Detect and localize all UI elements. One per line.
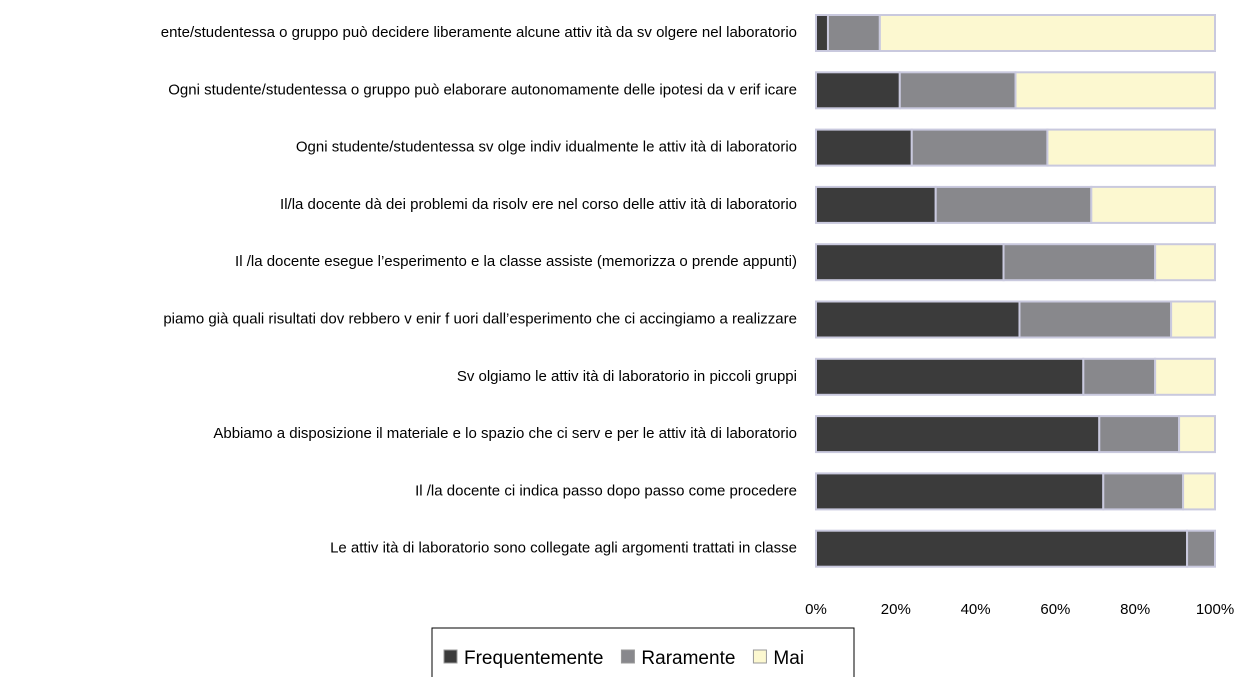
bar-segment: [1098, 415, 1181, 454]
bar-segment: [815, 529, 1189, 568]
bar-segment: [1154, 357, 1217, 396]
x-tick-label: 60%: [1040, 601, 1070, 618]
legend-swatch: [443, 649, 458, 664]
bar-segment: [1090, 185, 1217, 224]
category-label: ente/studentessa o gruppo può decidere l…: [161, 24, 797, 41]
x-tick-label: 20%: [881, 601, 911, 618]
bar-segment: [815, 472, 1105, 511]
legend-label: Mai: [773, 648, 804, 669]
legend: Frequentemente Raramente Mai: [431, 627, 855, 677]
bar-segment: [1002, 243, 1157, 282]
bar-segment: [1178, 415, 1216, 454]
bar-segment: [1182, 472, 1216, 511]
bar-segment: [815, 357, 1085, 396]
bar-segment: [878, 14, 1217, 52]
category-label: Il /la docente ci indica passo dopo pass…: [415, 482, 797, 499]
bar-segment: [826, 14, 881, 52]
x-tick-label: 80%: [1120, 601, 1150, 618]
bar-segment: [898, 71, 1017, 110]
bar-segment: [1082, 357, 1157, 396]
legend-swatch: [752, 649, 767, 664]
legend-box: [431, 627, 855, 677]
category-label: Ogni studente/studentessa o gruppo può e…: [168, 81, 797, 98]
bar-segment: [1014, 71, 1216, 110]
legend-label: Raramente: [641, 648, 735, 669]
bar-segment: [1186, 529, 1216, 568]
bar-segment: [815, 185, 937, 224]
bar-segment: [815, 71, 901, 110]
category-label: Il/la docente dà dei problemi da risolv …: [280, 196, 797, 213]
legend-swatch: [620, 649, 635, 664]
bar-segment: [934, 185, 1093, 224]
category-label: Il /la docente esegue l’esperimento e la…: [235, 253, 797, 270]
x-tick-label: 0%: [805, 601, 827, 618]
bar-segment: [1154, 243, 1217, 282]
bar-segment: [815, 128, 913, 167]
x-tick-label: 40%: [961, 601, 991, 618]
bar-segment: [1046, 128, 1217, 167]
bar-segment: [815, 300, 1021, 339]
bar-segment: [1170, 300, 1216, 339]
bar-segment: [815, 415, 1101, 454]
category-label: Le attiv ità di laboratorio sono collega…: [330, 540, 797, 557]
bar-segment: [1018, 300, 1173, 339]
category-label: Sv olgiamo le attiv ità di laboratorio i…: [457, 368, 797, 385]
bar-segment: [1102, 472, 1185, 511]
bar-segment: [815, 14, 829, 52]
category-label: piamo già quali risultati dov rebbero v …: [163, 310, 797, 327]
bar-segment: [815, 243, 1005, 282]
legend-label: Frequentemente: [464, 648, 603, 669]
category-label: Ogni studente/studentessa sv olge indiv …: [296, 139, 797, 156]
bar-segment: [910, 128, 1049, 167]
category-label: Abbiamo a disposizione il materiale e lo…: [213, 425, 797, 442]
x-tick-label: 100%: [1196, 601, 1234, 618]
